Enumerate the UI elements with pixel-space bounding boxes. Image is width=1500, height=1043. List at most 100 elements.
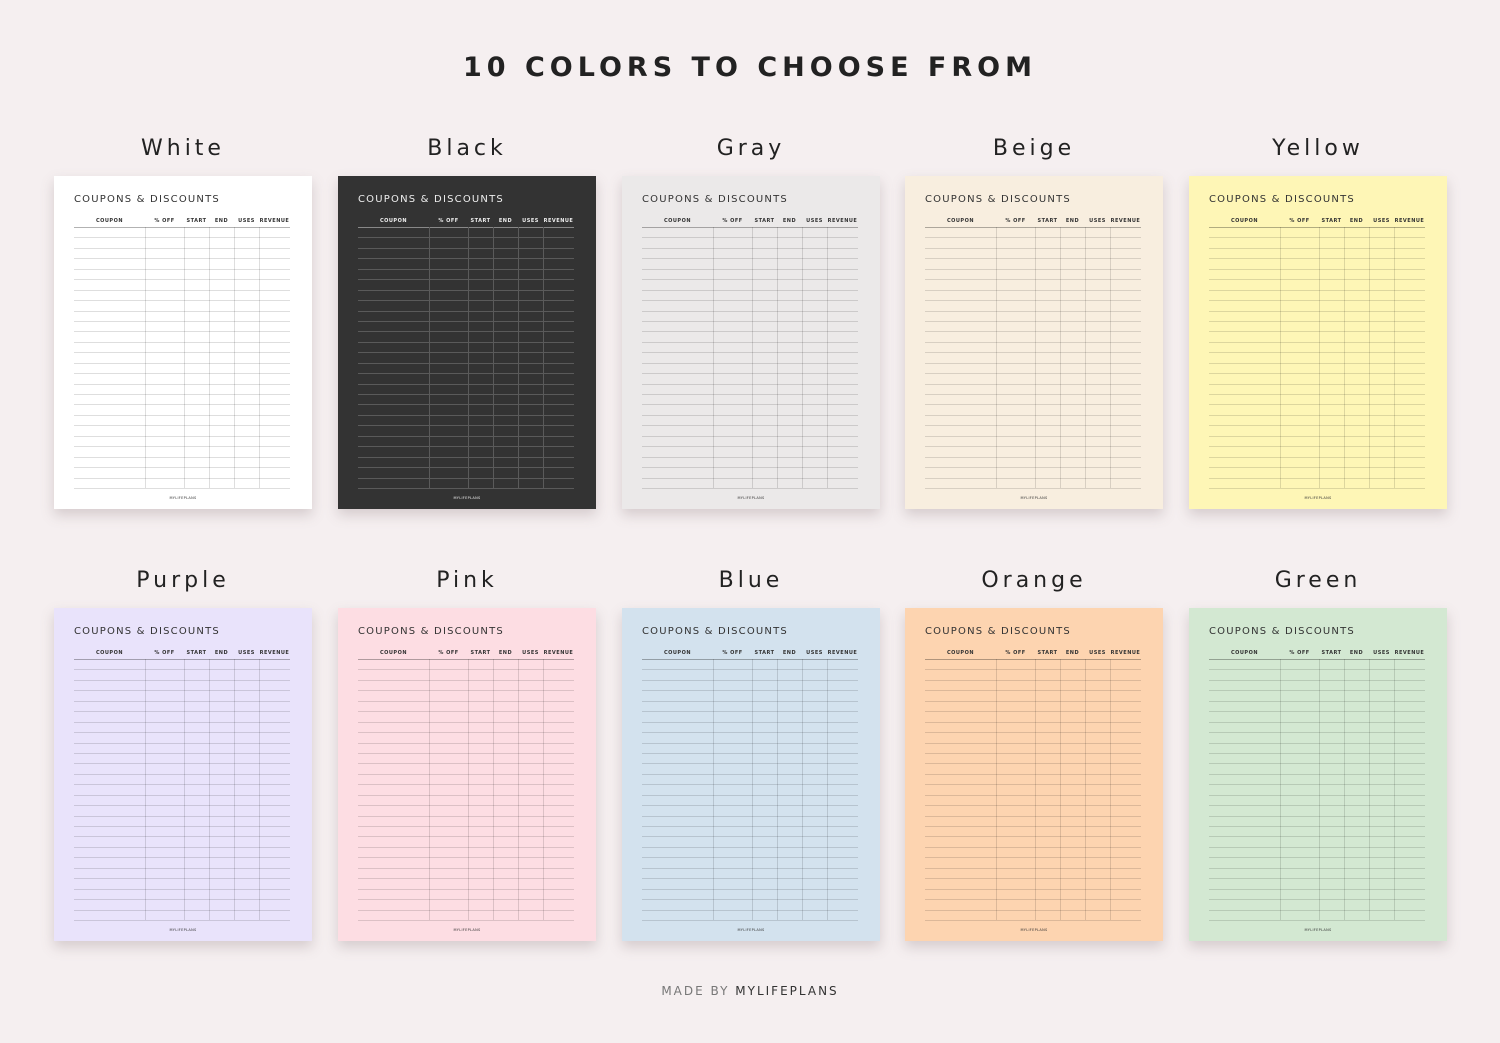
table-row-line [925, 909, 1141, 911]
planner-sheet-purple[interactable]: COUPONS & DISCOUNTS COUPON % OFF START END US… [54, 608, 312, 941]
table-row-line [642, 878, 858, 880]
credit-brand: MYLIFEPLANS [735, 984, 839, 998]
column-divider [259, 227, 260, 488]
table-row-line [925, 279, 1141, 281]
table-row-line [74, 700, 290, 702]
page-headline: 10 COLORS TO CHOOSE FROM [462, 52, 1037, 83]
table-row-line [1209, 888, 1425, 890]
table-row-line [642, 732, 858, 734]
planner-sheet-green[interactable]: COUPONS & DISCOUNTS COUPON % OFF START END US… [1189, 608, 1447, 941]
column-divider [777, 227, 778, 488]
table-row-line [642, 857, 858, 859]
column-header: % OFF [154, 650, 175, 656]
column-header: END [1349, 650, 1364, 656]
table-row-line [74, 669, 290, 671]
table-row-line [925, 456, 1141, 458]
column-divider [518, 227, 519, 488]
table-row-line [358, 394, 574, 396]
table-row-line [74, 899, 290, 901]
column-header: USES [1373, 218, 1390, 224]
table-row-line [358, 815, 574, 817]
column-header: REVENUE [259, 650, 290, 656]
planner-sheet-white[interactable]: COUPONS & DISCOUNTS COUPON % OFF START END US… [54, 176, 312, 509]
table-row-line [1209, 836, 1425, 838]
column-header: USES [806, 650, 823, 656]
table-row-line [642, 279, 858, 281]
planner-sheet-yellow[interactable]: COUPONS & DISCOUNTS COUPON % OFF START END US… [1189, 176, 1447, 509]
table-row-line [642, 784, 858, 786]
table-row-line [642, 289, 858, 291]
table-row-line [642, 700, 858, 702]
column-header: REVENUE [827, 218, 858, 224]
table-row-line [925, 805, 1141, 807]
sheet-footer: MYLIFEPLANS [737, 928, 765, 932]
table-row-line [358, 784, 574, 786]
column-header: USES [1089, 218, 1106, 224]
column-divider [1369, 227, 1370, 488]
table-row-line [642, 763, 858, 765]
table-row-line [358, 488, 574, 489]
table-row-line [358, 888, 574, 890]
sheet-title: COUPONS & DISCOUNTS [1209, 194, 1355, 205]
column-divider [1319, 659, 1320, 920]
table-row-line [925, 268, 1141, 270]
sheet-title: COUPONS & DISCOUNTS [1209, 626, 1355, 637]
planner-sheet-orange[interactable]: COUPONS & DISCOUNTS COUPON % OFF START END US… [905, 608, 1163, 941]
column-header: % OFF [722, 218, 743, 224]
planner-sheet-gray[interactable]: COUPONS & DISCOUNTS COUPON % OFF START END US… [622, 176, 880, 509]
table-row-line [358, 477, 574, 479]
table-row-line [74, 467, 290, 469]
table-row-line [1209, 425, 1425, 427]
table-row-line [74, 247, 290, 249]
column-divider [996, 659, 997, 920]
column-divider [429, 227, 430, 488]
table-row-line [358, 404, 574, 406]
planner-sheet-pink[interactable]: COUPONS & DISCOUNTS COUPON % OFF START END US… [338, 608, 596, 941]
column-header: COUPON [1230, 218, 1259, 224]
table-row-line [1209, 732, 1425, 734]
table-row-line [1209, 742, 1425, 744]
table-row-line [925, 362, 1141, 364]
table-row-line [358, 763, 574, 765]
column-header: START [1321, 218, 1342, 224]
table-row-line [1209, 310, 1425, 312]
table-row-line [1209, 394, 1425, 396]
table-row-line [925, 700, 1141, 702]
table-row-line [74, 815, 290, 817]
column-divider [518, 659, 519, 920]
table-row-line [642, 826, 858, 828]
planner-sheet-beige[interactable]: COUPONS & DISCOUNTS COUPON % OFF START END US… [905, 176, 1163, 509]
table-row-line [1209, 289, 1425, 291]
table-row-line [642, 711, 858, 713]
column-divider [1280, 659, 1281, 920]
sheet-title: COUPONS & DISCOUNTS [358, 626, 504, 637]
column-divider [145, 659, 146, 920]
column-header: REVENUE [1394, 650, 1425, 656]
sheet-footer: MYLIFEPLANS [1304, 496, 1332, 500]
table-row-line [74, 289, 290, 291]
table-row-line [74, 331, 290, 333]
table-row-line [74, 711, 290, 713]
column-header: USES [522, 218, 539, 224]
column-header: REVENUE [543, 650, 574, 656]
table-row-line [74, 435, 290, 437]
table-row-line [358, 899, 574, 901]
table-row-line [642, 237, 858, 239]
planner-sheet-blue[interactable]: COUPONS & DISCOUNTS COUPON % OFF START END US… [622, 608, 880, 941]
column-header: % OFF [438, 218, 459, 224]
column-header: END [1349, 218, 1364, 224]
table-row-line [74, 909, 290, 911]
table-row-line [925, 289, 1141, 291]
table-row-line [925, 300, 1141, 302]
planner-sheet-black[interactable]: COUPONS & DISCOUNTS COUPON % OFF START END US… [338, 176, 596, 509]
column-divider [1394, 659, 1395, 920]
table-row-line [925, 352, 1141, 354]
table-row-line [642, 258, 858, 260]
table-row-line [1209, 920, 1425, 921]
column-divider [184, 659, 185, 920]
table-row-line [642, 394, 858, 396]
table-row-line [1209, 826, 1425, 828]
table-row-line [358, 752, 574, 754]
column-header: REVENUE [1110, 650, 1141, 656]
table-row-line [1209, 909, 1425, 911]
